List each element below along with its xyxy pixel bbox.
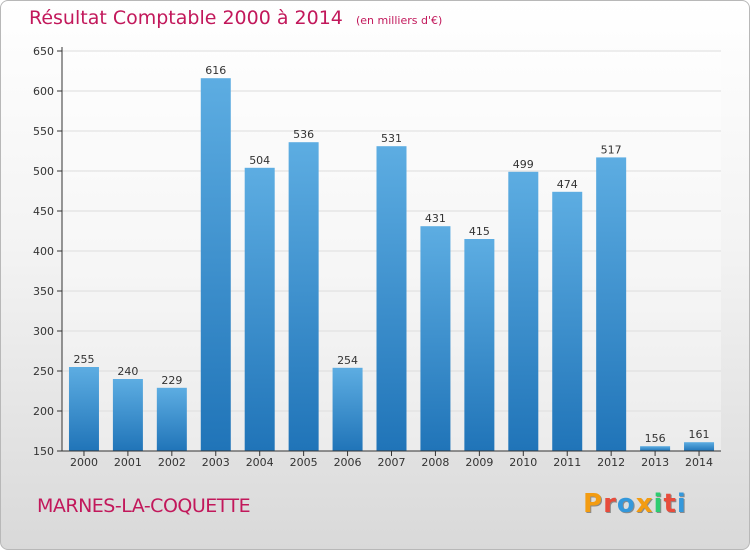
x-tick-label: 2001 (114, 456, 142, 469)
y-tick-label: 600 (33, 85, 54, 98)
x-tick-label: 2010 (509, 456, 537, 469)
data-label: 415 (469, 225, 490, 238)
x-tick-label: 2012 (597, 456, 625, 469)
x-tick-label: 2003 (202, 456, 230, 469)
x-tick-label: 2005 (290, 456, 318, 469)
y-tick-label: 450 (33, 205, 54, 218)
bar (200, 78, 231, 451)
logo-letter: t (663, 489, 677, 519)
y-tick-label: 500 (33, 165, 54, 178)
x-tick-label: 2007 (378, 456, 406, 469)
x-tick-label: 2000 (70, 456, 98, 469)
data-label: 431 (425, 212, 446, 225)
chart-subtitle: (en milliers d'€) (355, 14, 443, 27)
bar (112, 379, 143, 451)
data-label: 229 (161, 374, 182, 387)
bar-chart: 150 200 250 300 350 400 450 500 550 600 650 255 2000… (33, 45, 721, 469)
y-tick-label: 350 (33, 285, 54, 298)
bar (332, 367, 363, 451)
data-label: 517 (601, 143, 622, 156)
logo-letter: x (635, 489, 654, 519)
data-label: 255 (73, 353, 94, 366)
data-label: 156 (645, 432, 666, 445)
x-tick-label: 2004 (246, 456, 274, 469)
bar (552, 191, 583, 452)
title-row: Résultat Comptable 2000 à 2014 (en milli… (29, 7, 442, 29)
x-tick-label: 2014 (685, 456, 713, 469)
x-tick-label: 2002 (158, 456, 186, 469)
proxiti-logo: Proxiti (583, 489, 687, 519)
x-tick-label: 2006 (334, 456, 362, 469)
data-label: 161 (689, 428, 710, 441)
bar (464, 239, 495, 451)
logo-letter: r (603, 489, 617, 519)
data-label: 499 (513, 158, 534, 171)
x-tick-label: 2013 (641, 456, 669, 469)
chart-title: Résultat Comptable 2000 à 2014 (29, 7, 343, 29)
bar (376, 146, 407, 451)
logo-letter: o (616, 489, 636, 519)
bar (288, 142, 319, 451)
x-tick-label: 2009 (465, 456, 493, 469)
y-tick-label: 250 (33, 365, 54, 378)
logo-letter: P (583, 489, 604, 519)
data-label: 474 (557, 178, 578, 191)
bar (156, 387, 187, 451)
y-tick-label: 200 (33, 405, 54, 418)
data-label: 616 (205, 64, 226, 77)
bar (640, 446, 671, 451)
commune-name: MARNES-LA-COQUETTE (37, 495, 251, 517)
y-tick-label: 150 (33, 445, 54, 458)
data-label: 536 (293, 128, 314, 141)
bar (684, 442, 715, 451)
x-tick-label: 2008 (421, 456, 449, 469)
bar (508, 171, 539, 452)
y-tick-label: 400 (33, 245, 54, 258)
data-label: 240 (117, 365, 138, 378)
y-tick-label: 650 (33, 45, 54, 58)
data-label: 504 (249, 154, 270, 167)
bar (244, 167, 275, 452)
data-label: 254 (337, 354, 358, 367)
logo-letter: i (676, 489, 687, 519)
y-tick-label: 550 (33, 125, 54, 138)
bar (420, 226, 451, 451)
y-tick-label: 300 (33, 325, 54, 338)
data-label: 531 (381, 132, 402, 145)
bar (596, 157, 627, 451)
bar (68, 367, 99, 451)
x-tick-label: 2011 (553, 456, 581, 469)
logo-letter: i (653, 489, 664, 519)
